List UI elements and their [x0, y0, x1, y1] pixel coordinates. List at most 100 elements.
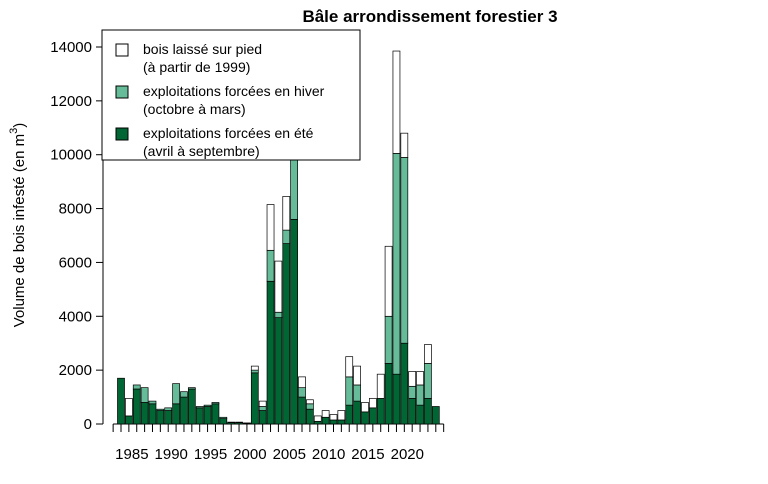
bar-segment — [195, 407, 204, 425]
bar-segment — [172, 383, 180, 405]
bar-segment — [313, 415, 322, 422]
bar-segment — [164, 410, 173, 425]
bar-segment — [400, 342, 409, 425]
legend-label-detail: (avril à septembre) — [143, 143, 260, 159]
bar-segment — [408, 398, 417, 425]
bar-segment — [408, 385, 417, 399]
chart-title: Bâle arrondissement forestier 3 — [302, 7, 557, 26]
bar-segment — [266, 204, 275, 251]
legend-label-detail: (à partir de 1999) — [143, 59, 250, 75]
y-tick-label: 4000 — [59, 308, 92, 325]
bar-segment — [219, 416, 228, 419]
bar-segment — [329, 414, 338, 421]
y-tick-label: 2000 — [59, 362, 92, 379]
bar-segment — [384, 315, 393, 364]
bar-segment — [258, 400, 267, 407]
y-tick-label: 10000 — [50, 147, 92, 164]
bar-segment — [306, 408, 314, 425]
legend-box — [101, 29, 361, 161]
x-tick-label: 2000 — [233, 446, 266, 463]
bar-segment — [274, 317, 283, 425]
bar-segment — [180, 391, 188, 398]
bar-segment — [140, 387, 149, 403]
bar-segment — [376, 373, 385, 399]
bar-segment — [211, 403, 220, 425]
x-tick-label: 2020 — [391, 446, 424, 463]
bar-segment — [274, 260, 283, 313]
bar-segment — [203, 404, 212, 407]
bar-segment — [132, 384, 141, 390]
x-tick-label: 1990 — [155, 446, 188, 463]
y-tick-label: 8000 — [59, 201, 92, 218]
bar-segment — [148, 400, 157, 405]
x-tick-label: 2005 — [273, 446, 306, 463]
bar-segment — [424, 344, 432, 364]
bar-segment — [195, 406, 204, 409]
bar-segment — [298, 387, 306, 398]
bar-segment — [424, 363, 432, 399]
bar-segment — [187, 388, 196, 425]
bar-segment — [290, 218, 298, 425]
legend-swatch — [115, 43, 129, 57]
bar-segment — [392, 50, 401, 154]
bar-segment — [368, 407, 377, 425]
bar-segment — [416, 384, 424, 406]
y-tick-label: 6000 — [59, 254, 92, 271]
bar-segment — [298, 376, 306, 388]
y-axis-label-main: Volume de bois infesté (en m — [11, 134, 28, 327]
bar-segment — [361, 411, 369, 425]
bar-segment — [172, 403, 180, 425]
bar-segment — [400, 132, 409, 158]
bar-segment — [266, 280, 275, 425]
bar-segment — [243, 422, 251, 424]
bar-segment — [266, 249, 275, 282]
bar-segment — [306, 399, 314, 405]
bar-segment — [282, 196, 291, 231]
x-tick-label: 1995 — [194, 446, 227, 463]
y-axis-label: Volume de bois infesté (en m3) — [8, 123, 28, 328]
bar-segment — [180, 396, 188, 425]
bar-segment — [203, 406, 212, 425]
y-tick-label: 0 — [84, 416, 92, 433]
bar-segment — [321, 416, 330, 425]
bar-segment — [321, 410, 330, 418]
bar-segment — [431, 406, 440, 425]
bar-segment — [132, 388, 141, 425]
bar-segment — [258, 410, 267, 425]
bar-segment — [274, 311, 283, 318]
bar-segment — [250, 369, 259, 374]
legend-label-detail: (octobre à mars) — [143, 101, 246, 117]
legend-swatch — [115, 127, 129, 141]
bar-segment — [164, 407, 173, 411]
bar-segment — [353, 365, 361, 386]
bar-segment — [392, 153, 401, 375]
y-tick-label: 14000 — [50, 39, 92, 56]
y-axis: 0 2000 4000 6000 8000 10000 12000 14000 — [50, 39, 104, 433]
bar-segment — [117, 377, 125, 425]
y-tick-label: 12000 — [50, 93, 92, 110]
bar-segment — [345, 356, 354, 378]
bar-segment — [345, 404, 354, 425]
bar-segment — [313, 420, 322, 425]
bar-segment — [235, 421, 243, 424]
bar-segment — [156, 410, 165, 425]
bar-segment — [125, 398, 133, 417]
bar-segment — [227, 421, 236, 424]
bar-segment — [258, 406, 267, 411]
bar-segment — [282, 243, 291, 425]
bar-segment — [424, 398, 432, 425]
x-axis: 1985 1990 1995 2000 2005 2010 2015 2020 — [112, 423, 445, 463]
bar-segment — [187, 387, 196, 390]
bar-segment — [392, 373, 401, 425]
bar-segment — [376, 398, 385, 425]
x-tick-label: 1985 — [115, 446, 148, 463]
bar-segment — [408, 371, 417, 387]
x-tick-label: 2010 — [312, 446, 345, 463]
bar-segment — [337, 410, 346, 421]
bar-segment — [140, 402, 149, 425]
bar-segment — [416, 404, 424, 425]
bar-segment — [298, 396, 306, 425]
legend-swatch — [115, 85, 129, 99]
bar-segment — [345, 376, 354, 406]
